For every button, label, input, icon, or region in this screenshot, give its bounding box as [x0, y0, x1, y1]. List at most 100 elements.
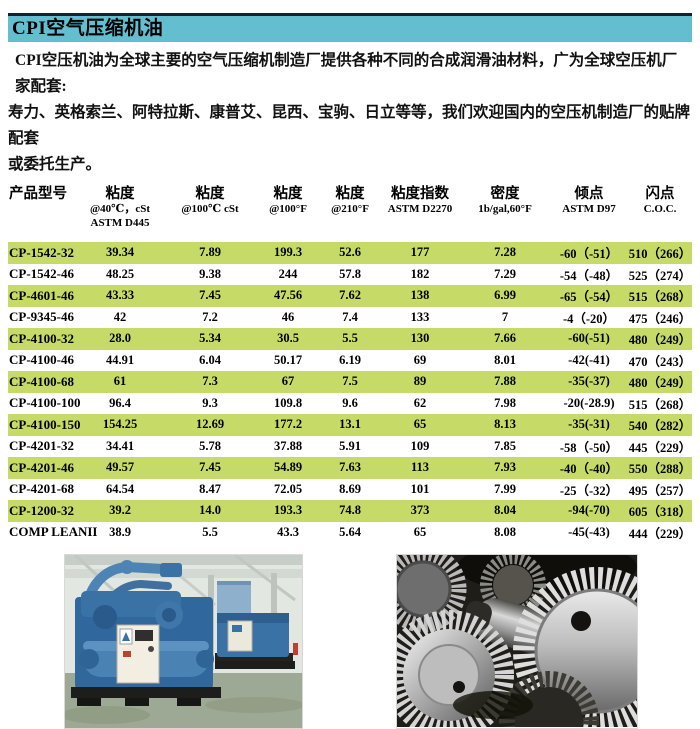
spec-value: 244 — [278, 266, 298, 281]
spec-value: -60（-51） — [559, 247, 619, 262]
spec-value: 49.57 — [105, 460, 135, 475]
spec-value: 5.91 — [339, 438, 361, 453]
column-sublabel: ASTM D97 — [562, 203, 616, 215]
product-name: CP-1200-32 — [9, 502, 74, 518]
spec-value: 7.89 — [199, 245, 221, 260]
table-row-CP-1542-46: CP-1542-46 48.25 9.38 244 57.8 182 7.29 -54（-48… — [8, 264, 692, 286]
product-name: CP-4100-150 — [9, 416, 81, 432]
column-label: 产品型号 — [9, 186, 67, 202]
spec-value: 182 — [410, 266, 430, 281]
column-sublabel: C.O.C. — [643, 203, 677, 215]
column-label: 粘度指数 — [391, 186, 449, 202]
product-name: CP-4201-68 — [9, 481, 74, 497]
intro-line-1: CPI空压机油为全球主要的空气压缩机制造厂提供各种不同的合成润滑油材料，广为全球… — [15, 52, 678, 95]
column-sublabel: ASTM D2270 — [387, 203, 453, 215]
spec-value: 515（268） — [628, 397, 692, 412]
table-row-CP-4201-68: CP-4201-68 64.54 8.47 72.05 8.69 101 7.99 -25（-… — [8, 479, 692, 501]
spec-value: 43.33 — [105, 288, 135, 303]
spec-value: 74.8 — [339, 503, 361, 518]
product-name: COMP LEANII — [9, 524, 98, 540]
spec-value: 9.6 — [342, 395, 358, 410]
spec-value: 605（318） — [628, 505, 692, 520]
compressor-photo — [64, 554, 303, 729]
table-row-COMP LEANII: COMP LEANII 38.9 5.5 43.3 5.64 65 8.08 -45(-43)… — [8, 522, 692, 544]
spec-value: 67 — [281, 374, 295, 389]
spec-value: 34.41 — [105, 438, 135, 453]
spec-value: 5.5 — [342, 331, 358, 346]
intro-paragraph: CPI空压机油为全球主要的空气压缩机制造厂提供各种不同的合成润滑油材料，广为全球… — [8, 48, 692, 178]
spec-value: 72.05 — [273, 481, 303, 496]
page-title: CPI空气压缩机油 — [12, 18, 164, 39]
spec-value: 5.5 — [202, 524, 218, 539]
spec-value: 14.0 — [199, 503, 221, 518]
column-label: 粘度 — [273, 186, 303, 202]
table-row-CP-1200-32: CP-1200-32 39.2 14.0 193.3 74.8 373 8.04 -94(-7… — [8, 500, 692, 522]
spec-value: 65 — [413, 417, 427, 432]
spec-value: 7.99 — [494, 481, 516, 496]
table-row-CP-4601-46: CP-4601-46 43.33 7.45 47.56 7.62 138 6.99 -65（-… — [8, 285, 692, 307]
spec-value: 154.25 — [102, 417, 138, 432]
spec-value: 373 — [410, 503, 430, 518]
table-row-CP-4201-32: CP-4201-32 34.41 5.78 37.88 5.91 109 7.85 -58（-… — [8, 436, 692, 458]
spec-value: 525（274） — [628, 268, 692, 283]
spec-value: 5.34 — [199, 331, 221, 346]
spec-value: 7.85 — [494, 438, 516, 453]
spec-value: 109 — [410, 438, 430, 453]
spec-value: 177 — [410, 245, 430, 260]
spec-value: 7.45 — [199, 460, 221, 475]
spec-value: 54.89 — [273, 460, 303, 475]
spec-value: 52.6 — [339, 245, 361, 260]
spec-table-head: 产品型号 粘度 @40℃，cSt ASTM D445 粘度 @100℃ cSt 粘度 @100… — [8, 182, 692, 242]
table-row-CP-4100-150: CP-4100-150 154.25 12.69 177.2 13.1 65 8.13 -35… — [8, 414, 692, 436]
column-header-4: 粘度 @210°F — [320, 182, 380, 242]
product-name: CP-4100-46 — [9, 352, 74, 368]
spec-value: 8.47 — [199, 481, 221, 496]
column-label: 粘度 — [105, 186, 135, 202]
product-name: CP-4100-32 — [9, 330, 74, 346]
spec-value: 515（268） — [628, 290, 692, 305]
spec-value: 69 — [413, 352, 427, 367]
table-row-CP-4100-32: CP-4100-32 28.0 5.34 30.5 5.5 130 7.66 -60(-51)… — [8, 328, 692, 350]
spec-value: 9.38 — [199, 266, 221, 281]
spec-value: 138 — [410, 288, 430, 303]
spec-table-body: CP-1542-32 39.34 7.89 199.3 52.6 177 7.28 -60（-… — [8, 242, 692, 543]
table-row-CP-4100-46: CP-4100-46 44.91 6.04 50.17 6.19 69 8.01 -42(-4… — [8, 350, 692, 372]
spec-value: 6.04 — [199, 352, 221, 367]
spec-value: 109.8 — [273, 395, 303, 410]
column-header-8: 闪点 C.O.C. — [628, 182, 692, 242]
spec-table: 产品型号 粘度 @40℃，cSt ASTM D445 粘度 @100℃ cSt 粘度 @100… — [8, 182, 692, 543]
spec-value: 39.34 — [105, 245, 135, 260]
spec-value: 133 — [410, 309, 430, 324]
product-name: CP-1542-46 — [9, 266, 74, 282]
spec-value: 42 — [113, 309, 127, 324]
spec-value: -45(-43) — [568, 524, 610, 539]
spec-value: 475（246） — [628, 311, 692, 326]
spec-value: 62 — [413, 395, 427, 410]
spec-value: 44.91 — [105, 352, 135, 367]
spec-value: -40（-40） — [559, 462, 619, 477]
spec-value: 8.01 — [494, 352, 516, 367]
spec-value: 7 — [501, 309, 509, 324]
photo-row — [64, 554, 700, 729]
spec-value: 8.04 — [494, 503, 516, 518]
spec-value: -35(-31) — [568, 417, 610, 432]
product-name: CP-4100-100 — [9, 395, 81, 411]
column-label: 倾点 — [574, 186, 604, 202]
spec-value: 12.69 — [195, 417, 225, 432]
spec-value: 37.88 — [273, 438, 303, 453]
spec-value: -25（-32） — [559, 483, 619, 498]
intro-line-2: 寿力、英格索兰、阿特拉斯、康普艾、昆西、宝驹、日立等等，我们欢迎国内的空压机制造… — [8, 104, 691, 147]
spec-value: 47.56 — [273, 288, 303, 303]
spec-value: 30.5 — [277, 331, 299, 346]
header-row: 产品型号 粘度 @40℃，cSt ASTM D445 粘度 @100℃ cSt 粘度 @100… — [8, 182, 692, 242]
spec-value: 130 — [410, 331, 430, 346]
spec-value: 7.93 — [494, 460, 516, 475]
spec-value: 8.08 — [494, 524, 516, 539]
spec-value: 38.9 — [109, 524, 131, 539]
spec-value: 7.29 — [494, 266, 516, 281]
spec-value: 46 — [281, 309, 295, 324]
spec-value: 28.0 — [109, 331, 131, 346]
spec-value: 7.4 — [342, 309, 358, 324]
column-label: 闪点 — [645, 186, 675, 202]
spec-value: -42(-41) — [568, 352, 610, 367]
